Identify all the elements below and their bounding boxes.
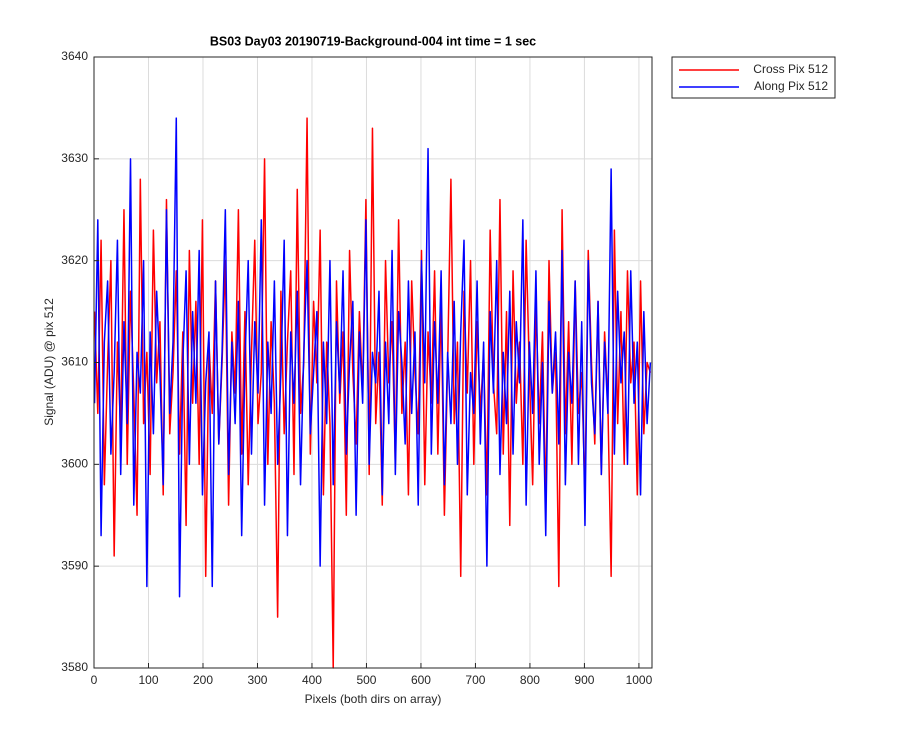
y-tick-label: 3580	[61, 660, 88, 674]
legend: Cross Pix 512 Along Pix 512	[671, 56, 836, 99]
x-tick-label: 600	[411, 673, 431, 687]
y-tick-label: 3620	[61, 253, 88, 267]
x-tick-label: 300	[247, 673, 267, 687]
x-tick-label: 800	[520, 673, 540, 687]
y-tick-label: 3640	[61, 49, 88, 63]
x-tick-label: 1000	[626, 673, 653, 687]
x-tick-label: 400	[302, 673, 322, 687]
y-tick-label: 3590	[61, 558, 88, 572]
series-line	[93, 117, 652, 598]
ticks: 0 100 200 300 400 500 600 700 800 900 1000 3580 3590…	[61, 49, 652, 687]
series-line	[93, 117, 652, 669]
x-tick-label: 100	[138, 673, 158, 687]
y-tick-label: 3610	[61, 355, 88, 369]
lines	[93, 117, 652, 669]
x-axis-label: Pixels (both dirs on array)	[305, 692, 442, 706]
y-axis-label: Signal (ADU) @ pix 512	[42, 298, 56, 426]
legend-box	[671, 56, 836, 99]
x-tick-label: 900	[574, 673, 594, 687]
y-tick-label: 3630	[61, 151, 88, 165]
y-tick-label: 3600	[61, 457, 88, 471]
x-tick-label: 500	[356, 673, 376, 687]
x-tick-label: 200	[193, 673, 213, 687]
legend-label: Cross Pix 512	[753, 62, 828, 76]
x-tick-label: 700	[465, 673, 485, 687]
legend-label: Along Pix 512	[754, 79, 828, 93]
x-tick-label: 0	[91, 673, 98, 687]
chart-title: BS03 Day03 20190719-Background-004 int t…	[210, 34, 536, 48]
